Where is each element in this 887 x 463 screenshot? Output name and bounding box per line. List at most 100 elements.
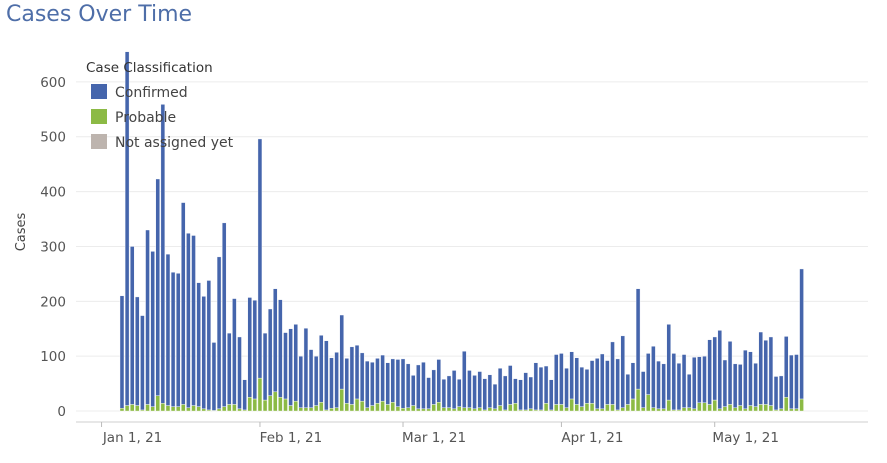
bar-confirmed [717,330,723,410]
bar-confirmed [497,368,503,406]
bar-confirmed [697,356,702,403]
bar-probable [686,407,692,412]
bar-confirmed [155,178,160,396]
bar-confirmed [630,362,636,400]
bar-confirmed [528,376,533,410]
bar-probable [574,404,579,412]
bar-probable [722,406,728,412]
bar-confirmed [150,251,155,407]
bar-confirmed [564,368,569,408]
bar-confirmed [559,353,564,405]
bar-probable [666,399,671,412]
chart-title: Cases Over Time [6,2,193,27]
bar-confirmed [441,379,447,408]
bar-confirmed [763,340,768,405]
bar-confirmed [753,363,758,407]
x-tick-label: May 1, 21 [712,430,779,446]
bar-confirmed [365,360,370,408]
bar-confirmed [181,202,186,405]
bar-confirmed [329,357,334,409]
bar-probable [707,404,712,412]
bar-confirmed [457,379,462,407]
legend-item-label: Confirmed [115,85,188,101]
bar-probable [625,404,631,412]
bar-confirmed [242,379,247,411]
bar-confirmed [421,362,426,410]
bar-confirmed [267,308,273,396]
bar-confirmed [487,374,493,408]
bar-confirmed [773,376,779,411]
bar-confirmed [799,268,804,400]
y-tick-label: 500 [40,130,66,146]
legend-swatch [91,84,107,99]
bar-confirmed [354,345,360,400]
bar-confirmed [135,296,140,406]
bar-confirmed [303,327,309,408]
bar-probable [477,407,482,412]
bar-probable [252,398,258,412]
bar-probable [646,394,651,412]
bar-probable [610,404,615,412]
bar-confirmed [625,374,631,405]
bar-confirmed [344,358,350,404]
bar-probable [191,405,196,412]
bar-confirmed [794,354,799,410]
y-tick-label: 600 [40,75,66,91]
bar-probable [319,402,324,412]
bar-probable [124,405,130,412]
bar-probable [513,403,518,412]
y-tick-label: 200 [40,294,66,310]
bar-probable [344,403,350,412]
bar-confirmed [145,229,150,405]
bar-confirmed [283,332,288,400]
bar-probable [661,408,666,412]
bar-confirmed [324,340,329,411]
bar-confirmed [513,378,518,404]
bar-confirmed [196,282,201,407]
bar-confirmed [252,300,258,400]
bars [119,51,804,412]
bar-confirmed [247,297,252,398]
bar-confirmed [186,233,191,408]
bar-confirmed [686,374,692,408]
bar-confirmed [395,359,401,407]
x-tick-label: Jan 1, 21 [102,430,162,446]
bar-confirmed [380,354,385,402]
bar-confirmed [543,365,549,404]
bar-probable [426,408,431,412]
bar-confirmed [446,375,452,408]
bar-probable [651,407,656,412]
bar-confirmed [375,358,380,404]
bar-probable [334,407,339,412]
bar-confirmed [651,346,656,408]
bar-confirmed [635,288,641,390]
bar-confirmed [533,362,539,411]
bar-probable [451,408,457,412]
bar-confirmed [549,379,554,411]
bar-probable [278,397,283,412]
bar-probable [262,399,268,412]
y-axis-title: Cases [14,212,29,251]
bar-probable [436,402,441,412]
bar-confirmed [620,335,625,408]
bar-probable [738,405,743,412]
bar-probable [640,407,646,412]
bar-confirmed [610,341,615,405]
bar-confirmed [201,296,206,410]
bar-probable [763,404,768,412]
bar-confirmed [743,349,748,410]
bar-confirmed [319,335,324,403]
bar-confirmed [676,363,682,411]
bar-probable [130,404,135,412]
bar-probable [753,406,758,412]
bar-confirmed [589,360,595,404]
bar-confirmed [278,299,283,398]
bar-probable [594,408,600,412]
bar-probable [339,388,344,412]
bar-confirmed [390,358,395,403]
legend-swatch [91,134,107,149]
bar-confirmed [646,353,651,395]
bar-confirmed [518,379,523,411]
bar-confirmed [661,363,666,410]
